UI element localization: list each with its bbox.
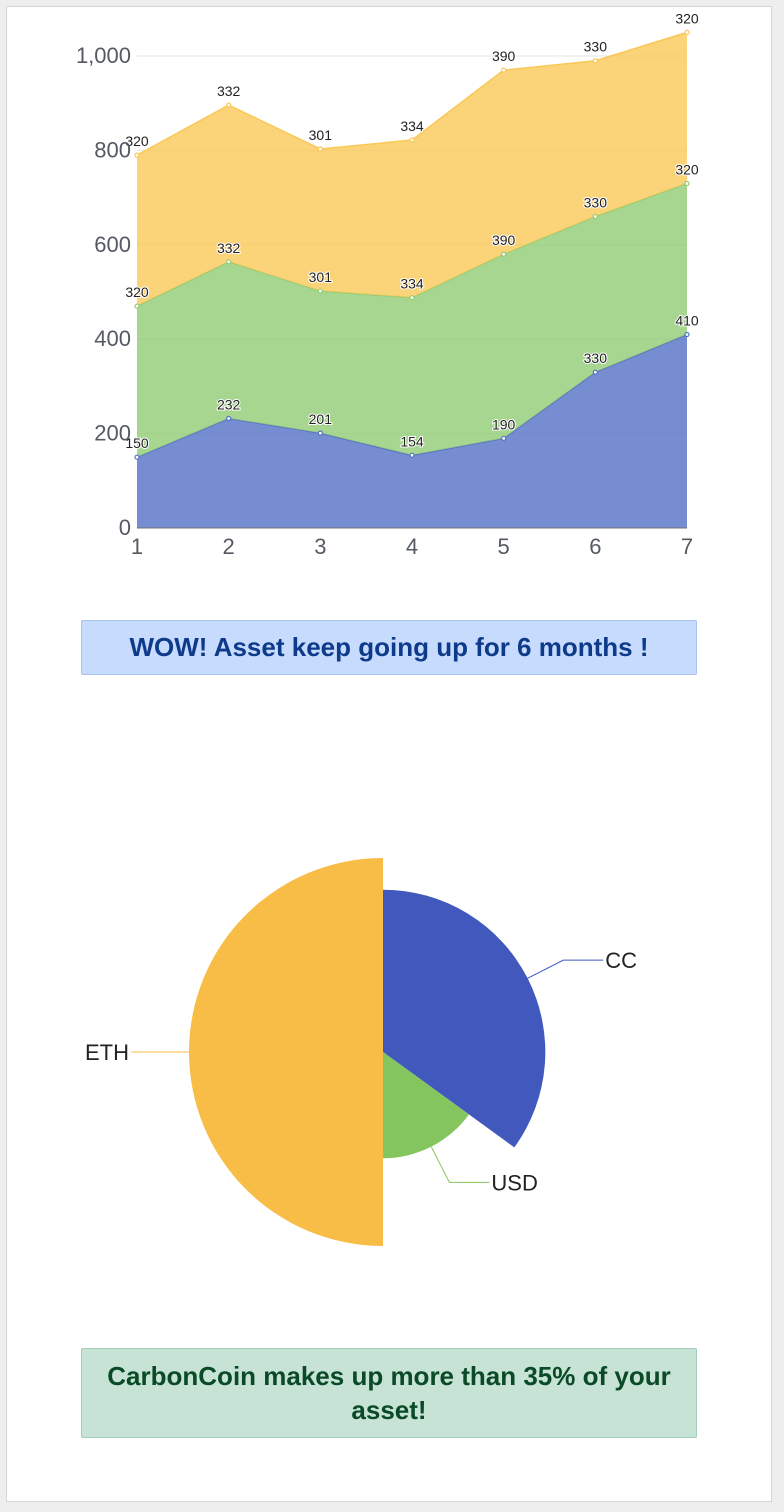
x-tick-label-4: 5 [498,534,510,559]
data-label-2-5: 330 [584,39,608,55]
leader-usd [430,1146,490,1183]
data-label-2-3: 334 [400,118,424,134]
point-1-6 [684,180,690,187]
trend-alert: WOW! Asset keep going up for 6 months ! [81,620,697,675]
point-0-5 [592,369,598,375]
x-tick-label-0: 1 [131,534,143,559]
slice-label-eth: ETH [85,1040,129,1065]
point-1-4 [501,251,507,257]
rose-pie-chart: CC USD ETH [85,858,637,1246]
data-label-0-4: 190 [492,416,516,432]
y-tick-label-4: 800 [94,137,131,162]
point-2-5 [592,58,598,64]
point-2-3 [409,137,415,143]
point-0-1 [226,415,232,422]
data-label-2-1: 332 [217,83,241,99]
x-tick-label-6: 7 [681,534,693,559]
x-tick-label-1: 2 [223,534,235,559]
data-label-0-0: 150 [125,435,149,451]
data-label-0-1: 232 [217,396,241,412]
y-tick-label-3: 600 [94,232,131,257]
data-label-1-0: 320 [125,284,149,300]
point-1-1 [226,259,232,265]
slice-label-usd: USD [491,1170,537,1195]
y-tick-label-1: 200 [94,421,131,446]
y-tick-label-2: 400 [94,326,131,351]
share-alert: CarbonCoin makes up more than 35% of you… [81,1348,697,1438]
data-label-0-3: 154 [400,433,424,449]
point-1-3 [409,295,415,301]
data-label-1-2: 301 [309,269,333,285]
slice-label-cc: CC [605,948,637,973]
leader-cc [527,959,604,979]
slice-cc [383,889,546,1148]
slice-usd [383,1052,469,1159]
area-series-2 [137,32,687,307]
point-0-0 [134,454,140,460]
data-label-2-4: 390 [492,48,516,64]
data-label-2-6: 320 [675,10,699,26]
y-tick-label-0: 0 [119,515,131,540]
point-2-6 [684,29,690,36]
slice-eth [189,858,383,1246]
point-1-0 [134,303,140,309]
point-2-1 [226,102,232,108]
area-series-0 [137,334,687,528]
data-label-0-5: 330 [584,350,608,366]
point-0-2 [317,430,323,436]
data-label-1-1: 332 [217,240,241,256]
data-label-1-4: 390 [492,232,516,248]
data-label-1-3: 334 [400,276,424,292]
point-2-4 [501,67,507,73]
y-tick-label-5: 1,000 [76,43,131,68]
point-2-2 [317,146,323,152]
x-tick-label-3: 4 [406,534,418,559]
data-label-2-2: 301 [309,127,333,143]
data-label-0-2: 201 [309,411,333,427]
point-2-0 [134,152,140,158]
point-0-6 [684,331,690,338]
point-0-4 [501,435,507,441]
x-tick-label-2: 3 [314,534,326,559]
point-1-5 [592,213,598,220]
point-0-3 [409,452,415,458]
x-tick-label-5: 6 [589,534,601,559]
point-1-2 [317,288,323,294]
area-series-1 [137,183,687,458]
data-label-2-0: 320 [125,133,149,149]
data-label-0-6: 410 [675,312,699,328]
data-label-1-5: 330 [584,194,608,210]
data-label-1-6: 320 [675,161,699,177]
